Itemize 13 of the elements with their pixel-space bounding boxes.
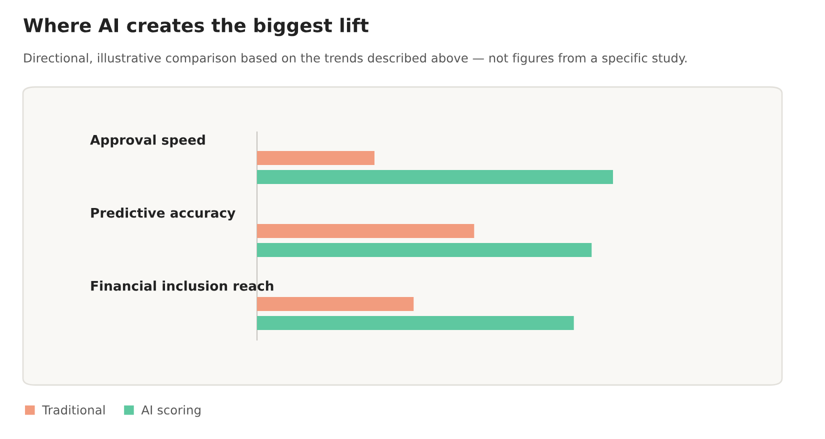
bar: [257, 316, 574, 330]
y-tick-label: Approval speed: [90, 134, 205, 148]
chart-title: Where AI creates the biggest lift: [24, 18, 369, 36]
legend-label: AI scoring: [141, 405, 200, 417]
bar: [257, 224, 474, 238]
bar: [257, 297, 414, 311]
y-tick-label: Predictive accuracy: [91, 208, 236, 220]
bar: [257, 151, 374, 165]
bar: [257, 243, 592, 257]
y-tick-label: Financial inclusion reach: [91, 280, 274, 291]
chart-subtitle: Directional, illustrative comparison based on the trends described above — not figures from a specific study.: [24, 53, 686, 65]
bar: [257, 170, 613, 184]
legend-label: Traditional: [42, 405, 105, 415]
